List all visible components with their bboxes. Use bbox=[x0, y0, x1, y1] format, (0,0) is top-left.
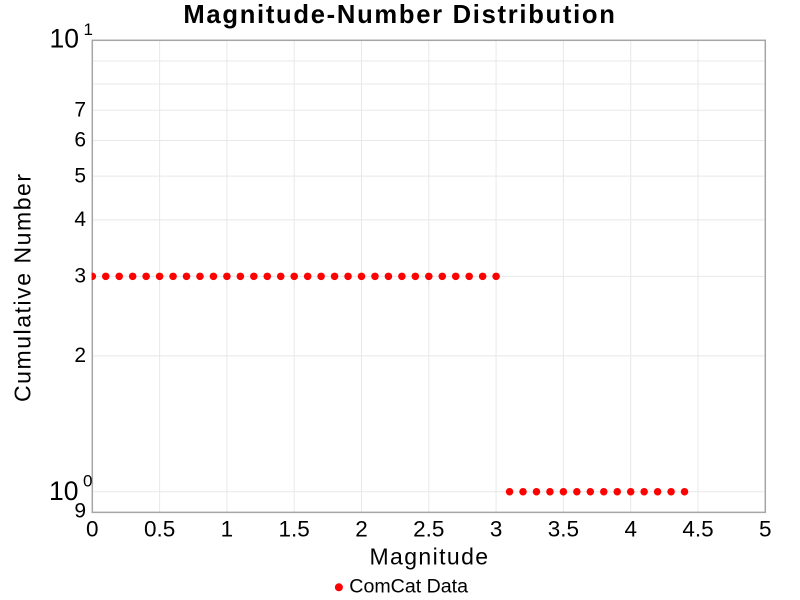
svg-text:Cumulative Number: Cumulative Number bbox=[10, 172, 36, 402]
svg-text:3: 3 bbox=[74, 265, 86, 288]
svg-text:5: 5 bbox=[759, 517, 772, 542]
svg-text:2.5: 2.5 bbox=[413, 517, 444, 542]
svg-text:1: 1 bbox=[84, 20, 93, 39]
svg-text:3: 3 bbox=[490, 517, 503, 542]
svg-text:10: 10 bbox=[50, 24, 79, 54]
svg-text:0: 0 bbox=[83, 472, 92, 491]
svg-text:4: 4 bbox=[624, 517, 637, 542]
svg-text:5: 5 bbox=[74, 164, 86, 187]
svg-text:9: 9 bbox=[74, 500, 86, 523]
svg-text:1.5: 1.5 bbox=[279, 517, 310, 542]
svg-text:4: 4 bbox=[74, 208, 86, 231]
svg-text:3.5: 3.5 bbox=[548, 517, 579, 542]
svg-text:7: 7 bbox=[74, 99, 86, 122]
svg-text:Magnitude: Magnitude bbox=[369, 544, 489, 570]
svg-text:0.5: 0.5 bbox=[144, 517, 175, 542]
svg-text:0: 0 bbox=[86, 517, 99, 542]
svg-text:ComCat Data: ComCat Data bbox=[349, 576, 468, 598]
svg-text:Magnitude-Number Distribution: Magnitude-Number Distribution bbox=[183, 1, 616, 29]
svg-text:2: 2 bbox=[74, 344, 86, 367]
svg-text:2: 2 bbox=[355, 517, 368, 542]
svg-text:10: 10 bbox=[49, 476, 78, 506]
svg-text:6: 6 bbox=[74, 129, 86, 152]
svg-text:4.5: 4.5 bbox=[682, 517, 713, 542]
svg-text:1: 1 bbox=[221, 517, 234, 542]
